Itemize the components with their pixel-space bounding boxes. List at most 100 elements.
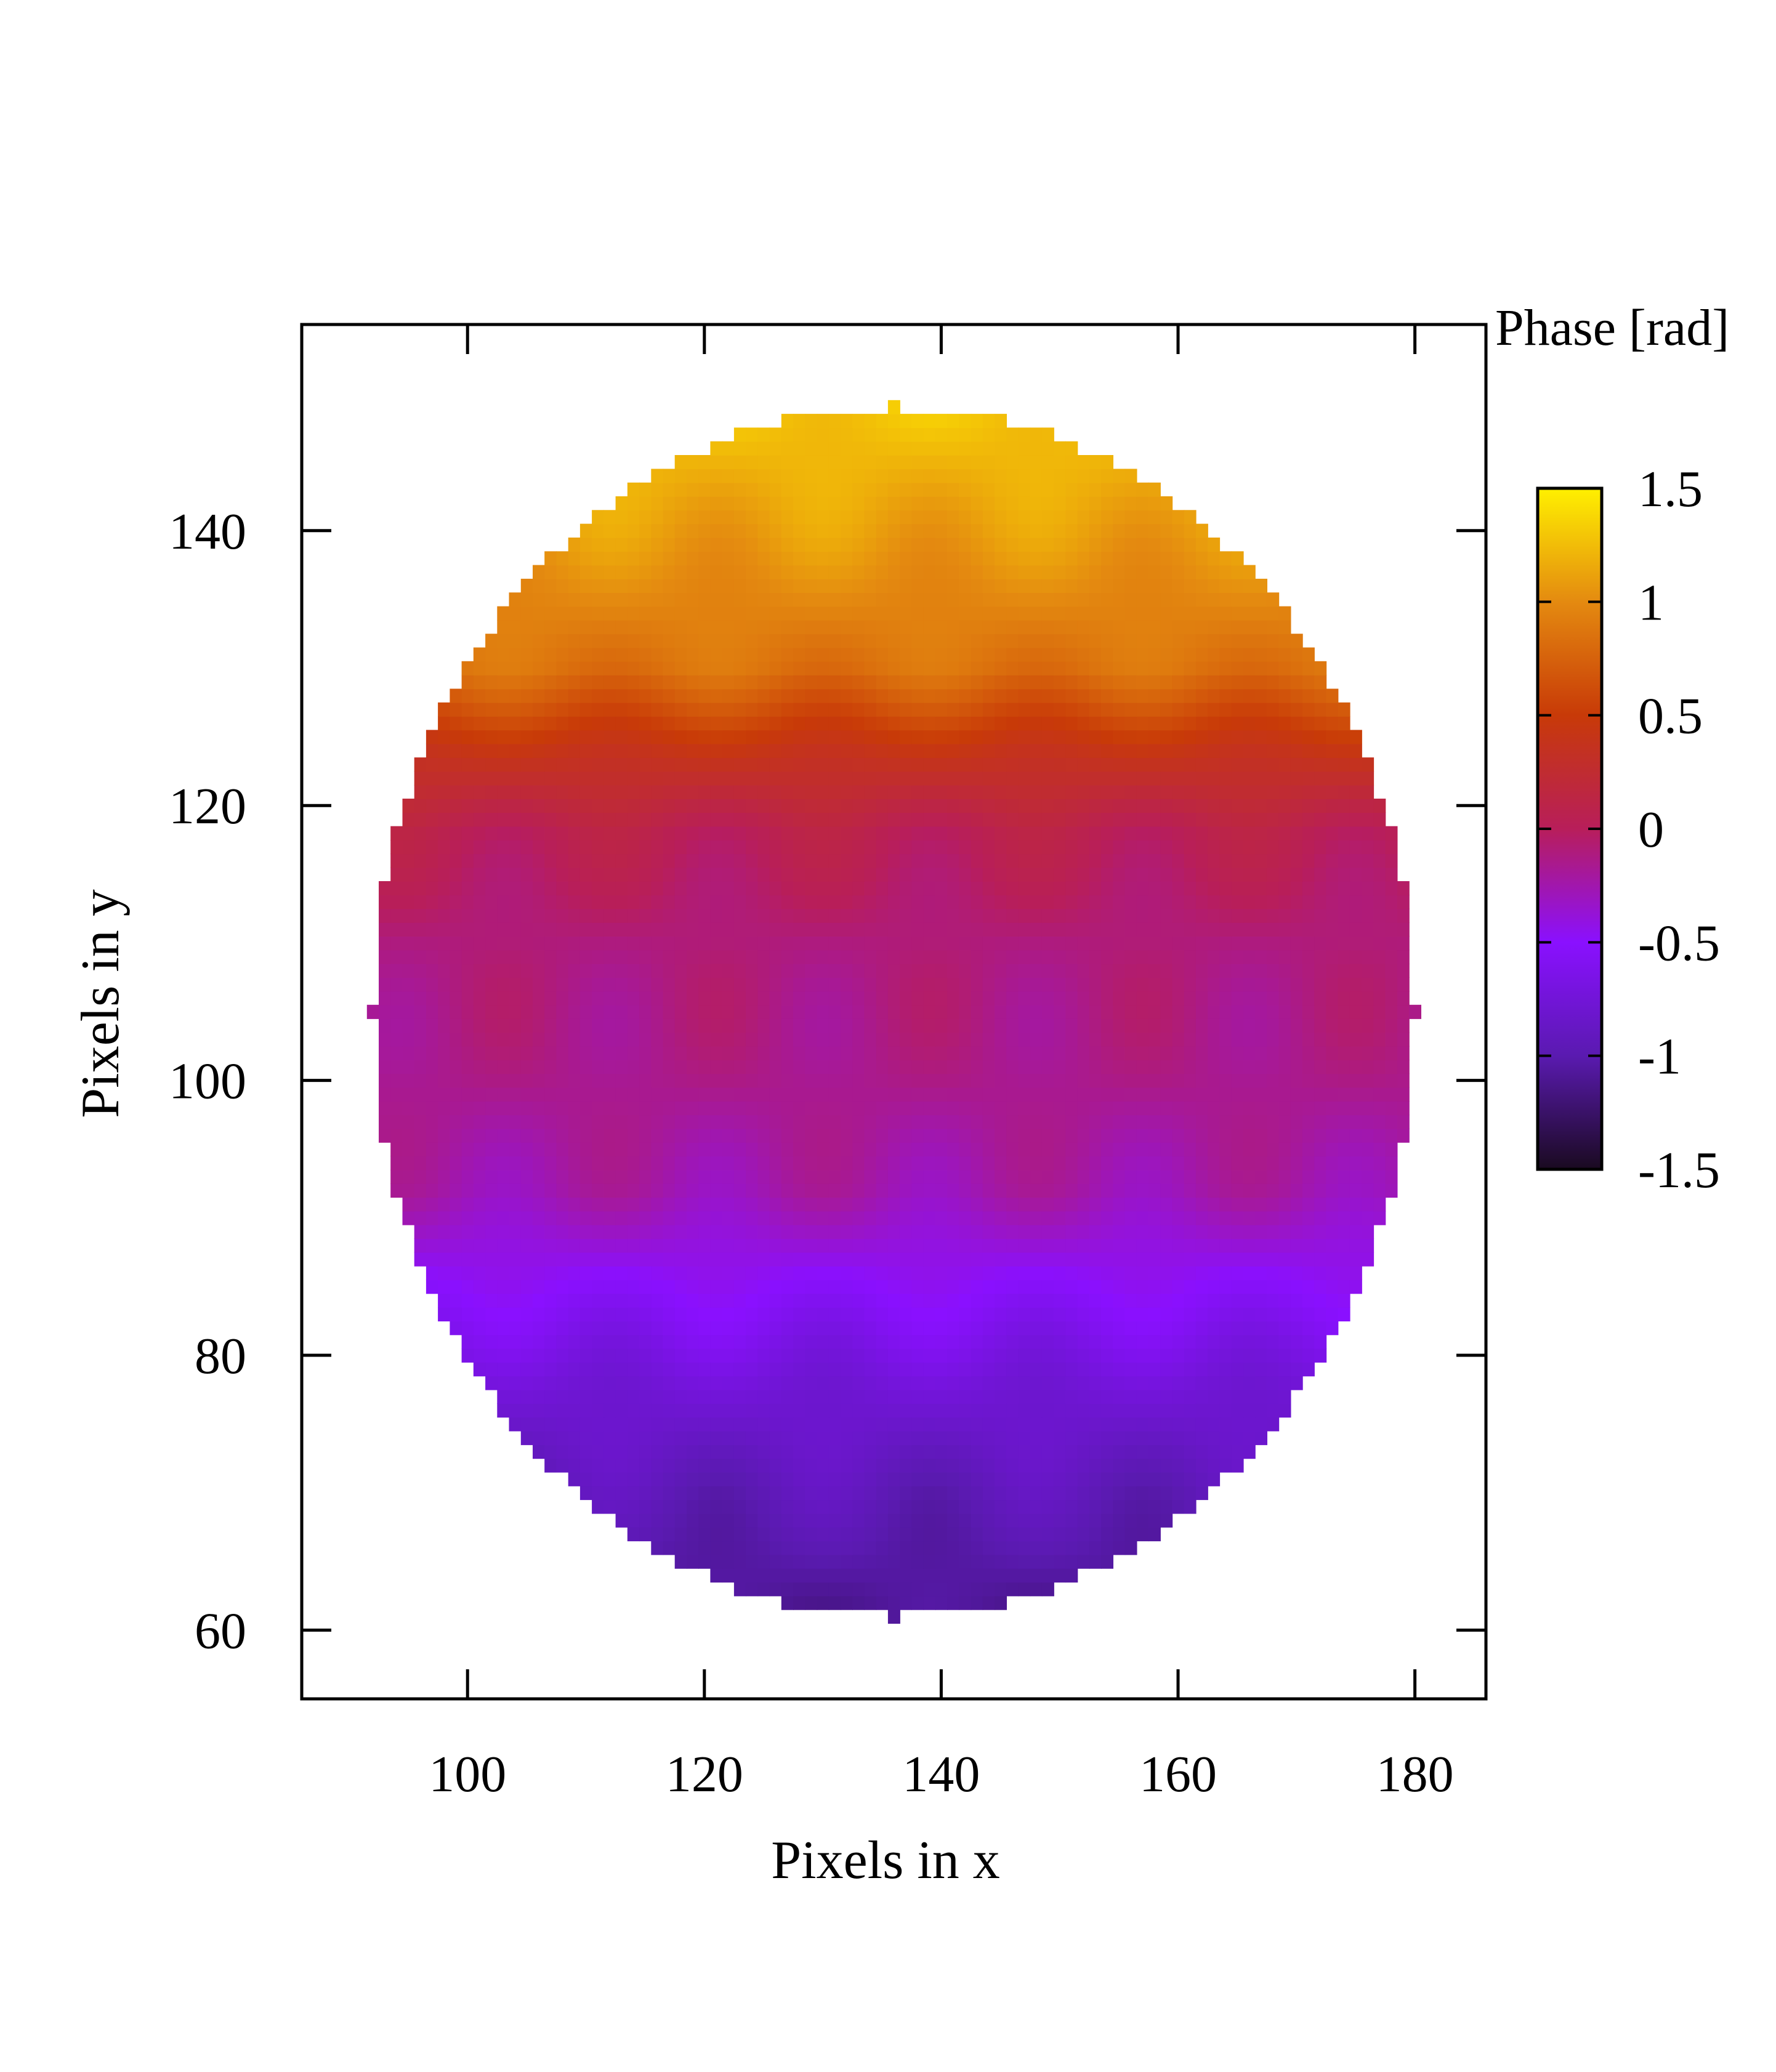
heatmap-cell <box>900 1115 913 1129</box>
heatmap-cell <box>485 1142 498 1157</box>
heatmap-cell <box>1172 1280 1185 1294</box>
heatmap-cell <box>805 1389 818 1404</box>
heatmap-cell <box>733 1403 746 1418</box>
heatmap-cell <box>805 963 818 978</box>
heatmap-cell <box>461 949 474 964</box>
heatmap-cell <box>911 1403 924 1418</box>
heatmap-cell <box>1136 1513 1149 1528</box>
heatmap-cell <box>1255 1060 1267 1074</box>
heatmap-cell <box>1172 1197 1185 1212</box>
heatmap-cell <box>1195 1430 1208 1445</box>
heatmap-cell <box>674 1513 687 1528</box>
heatmap-cell <box>1219 730 1232 744</box>
heatmap-cell <box>841 812 853 827</box>
heatmap-cell <box>805 812 818 827</box>
heatmap-cell <box>1278 826 1291 840</box>
heatmap-cell <box>1030 1018 1043 1033</box>
heatmap-cell <box>663 1280 676 1294</box>
heatmap-cell <box>1314 826 1327 840</box>
heatmap-cell <box>651 1060 664 1074</box>
heatmap-cell <box>1362 936 1374 951</box>
heatmap-cell <box>710 1472 723 1486</box>
heatmap-cell <box>1255 1376 1267 1390</box>
heatmap-cell <box>1255 1265 1267 1280</box>
heatmap-cell <box>639 1115 652 1129</box>
heatmap-cell <box>509 1417 522 1432</box>
heatmap-cell <box>568 826 581 840</box>
heatmap-cell <box>1136 688 1149 703</box>
heatmap-cell <box>390 826 403 840</box>
heatmap-cell <box>757 1004 770 1019</box>
heatmap-cell <box>841 1458 853 1473</box>
heatmap-cell <box>1148 867 1161 882</box>
heatmap-cell <box>674 1046 687 1060</box>
heatmap-cell <box>651 1307 664 1321</box>
heatmap-cell <box>592 730 605 744</box>
heatmap-cell <box>592 1197 605 1212</box>
heatmap-cell <box>1385 1073 1398 1088</box>
heatmap-cell <box>627 702 640 717</box>
heatmap-cell <box>887 1348 900 1363</box>
heatmap-cell <box>592 1018 605 1033</box>
heatmap-cell <box>793 716 805 731</box>
heatmap-cell <box>900 895 913 909</box>
heatmap-cell <box>556 1293 569 1308</box>
heatmap-cell <box>450 1293 462 1308</box>
heatmap-cell <box>1065 881 1078 896</box>
heatmap-cell <box>687 1362 699 1377</box>
heatmap-cell <box>579 1348 592 1363</box>
heatmap-cell <box>1006 1458 1019 1473</box>
heatmap-cell <box>687 1128 699 1143</box>
heatmap-cell <box>1278 991 1291 1006</box>
heatmap-cell <box>1018 1499 1031 1514</box>
heatmap-cell <box>1018 743 1031 758</box>
heatmap-cell <box>1290 1211 1303 1225</box>
heatmap-cell <box>1041 1321 1054 1336</box>
heatmap-cell <box>461 1348 474 1363</box>
heatmap-cell <box>1326 991 1339 1006</box>
heatmap-cell <box>828 1142 841 1157</box>
heatmap-cell <box>947 784 959 799</box>
heatmap-cell <box>674 1541 687 1555</box>
heatmap-cell <box>627 826 640 840</box>
heatmap-cell <box>1184 936 1197 951</box>
heatmap-cell <box>805 1486 818 1501</box>
heatmap-cell <box>520 867 533 882</box>
heatmap-cell <box>1077 716 1090 731</box>
heatmap-cell <box>1124 1225 1137 1240</box>
heatmap-cell <box>450 949 462 964</box>
heatmap-cell <box>1065 1458 1078 1473</box>
heatmap-cell <box>674 1280 687 1294</box>
heatmap-cell <box>556 840 569 855</box>
heatmap-cell <box>911 1568 924 1583</box>
heatmap-cell <box>1018 1156 1031 1171</box>
heatmap-cell <box>1030 730 1043 744</box>
heatmap-cell <box>603 1307 616 1321</box>
heatmap-cell <box>887 1128 900 1143</box>
heatmap-cell <box>828 716 841 731</box>
heatmap-cell <box>1373 936 1386 951</box>
heatmap-cell <box>698 771 711 786</box>
heatmap-cell <box>1255 1142 1267 1157</box>
heatmap-cell <box>1219 1211 1232 1225</box>
heatmap-cell <box>828 1128 841 1143</box>
heatmap-cell <box>746 1265 759 1280</box>
heatmap-cell <box>995 1362 1007 1377</box>
heatmap-cell <box>887 1280 900 1294</box>
heatmap-cell <box>1041 1280 1054 1294</box>
heatmap-cell <box>1124 1004 1137 1019</box>
heatmap-cell <box>674 1362 687 1377</box>
heatmap-cell <box>923 1389 936 1404</box>
heatmap-cell <box>1349 1238 1362 1253</box>
heatmap-cell <box>1243 1403 1256 1418</box>
heatmap-cell <box>1290 949 1303 964</box>
heatmap-cell <box>1326 1293 1339 1308</box>
heatmap-cell <box>1338 1252 1350 1267</box>
heatmap-cell <box>864 1060 877 1074</box>
heatmap-cell <box>497 1197 510 1212</box>
heatmap-cell <box>485 1169 498 1184</box>
heatmap-cell <box>414 867 427 882</box>
heatmap-cell <box>1054 867 1067 882</box>
heatmap-cell <box>1148 963 1161 978</box>
heatmap-cell <box>1113 908 1126 923</box>
